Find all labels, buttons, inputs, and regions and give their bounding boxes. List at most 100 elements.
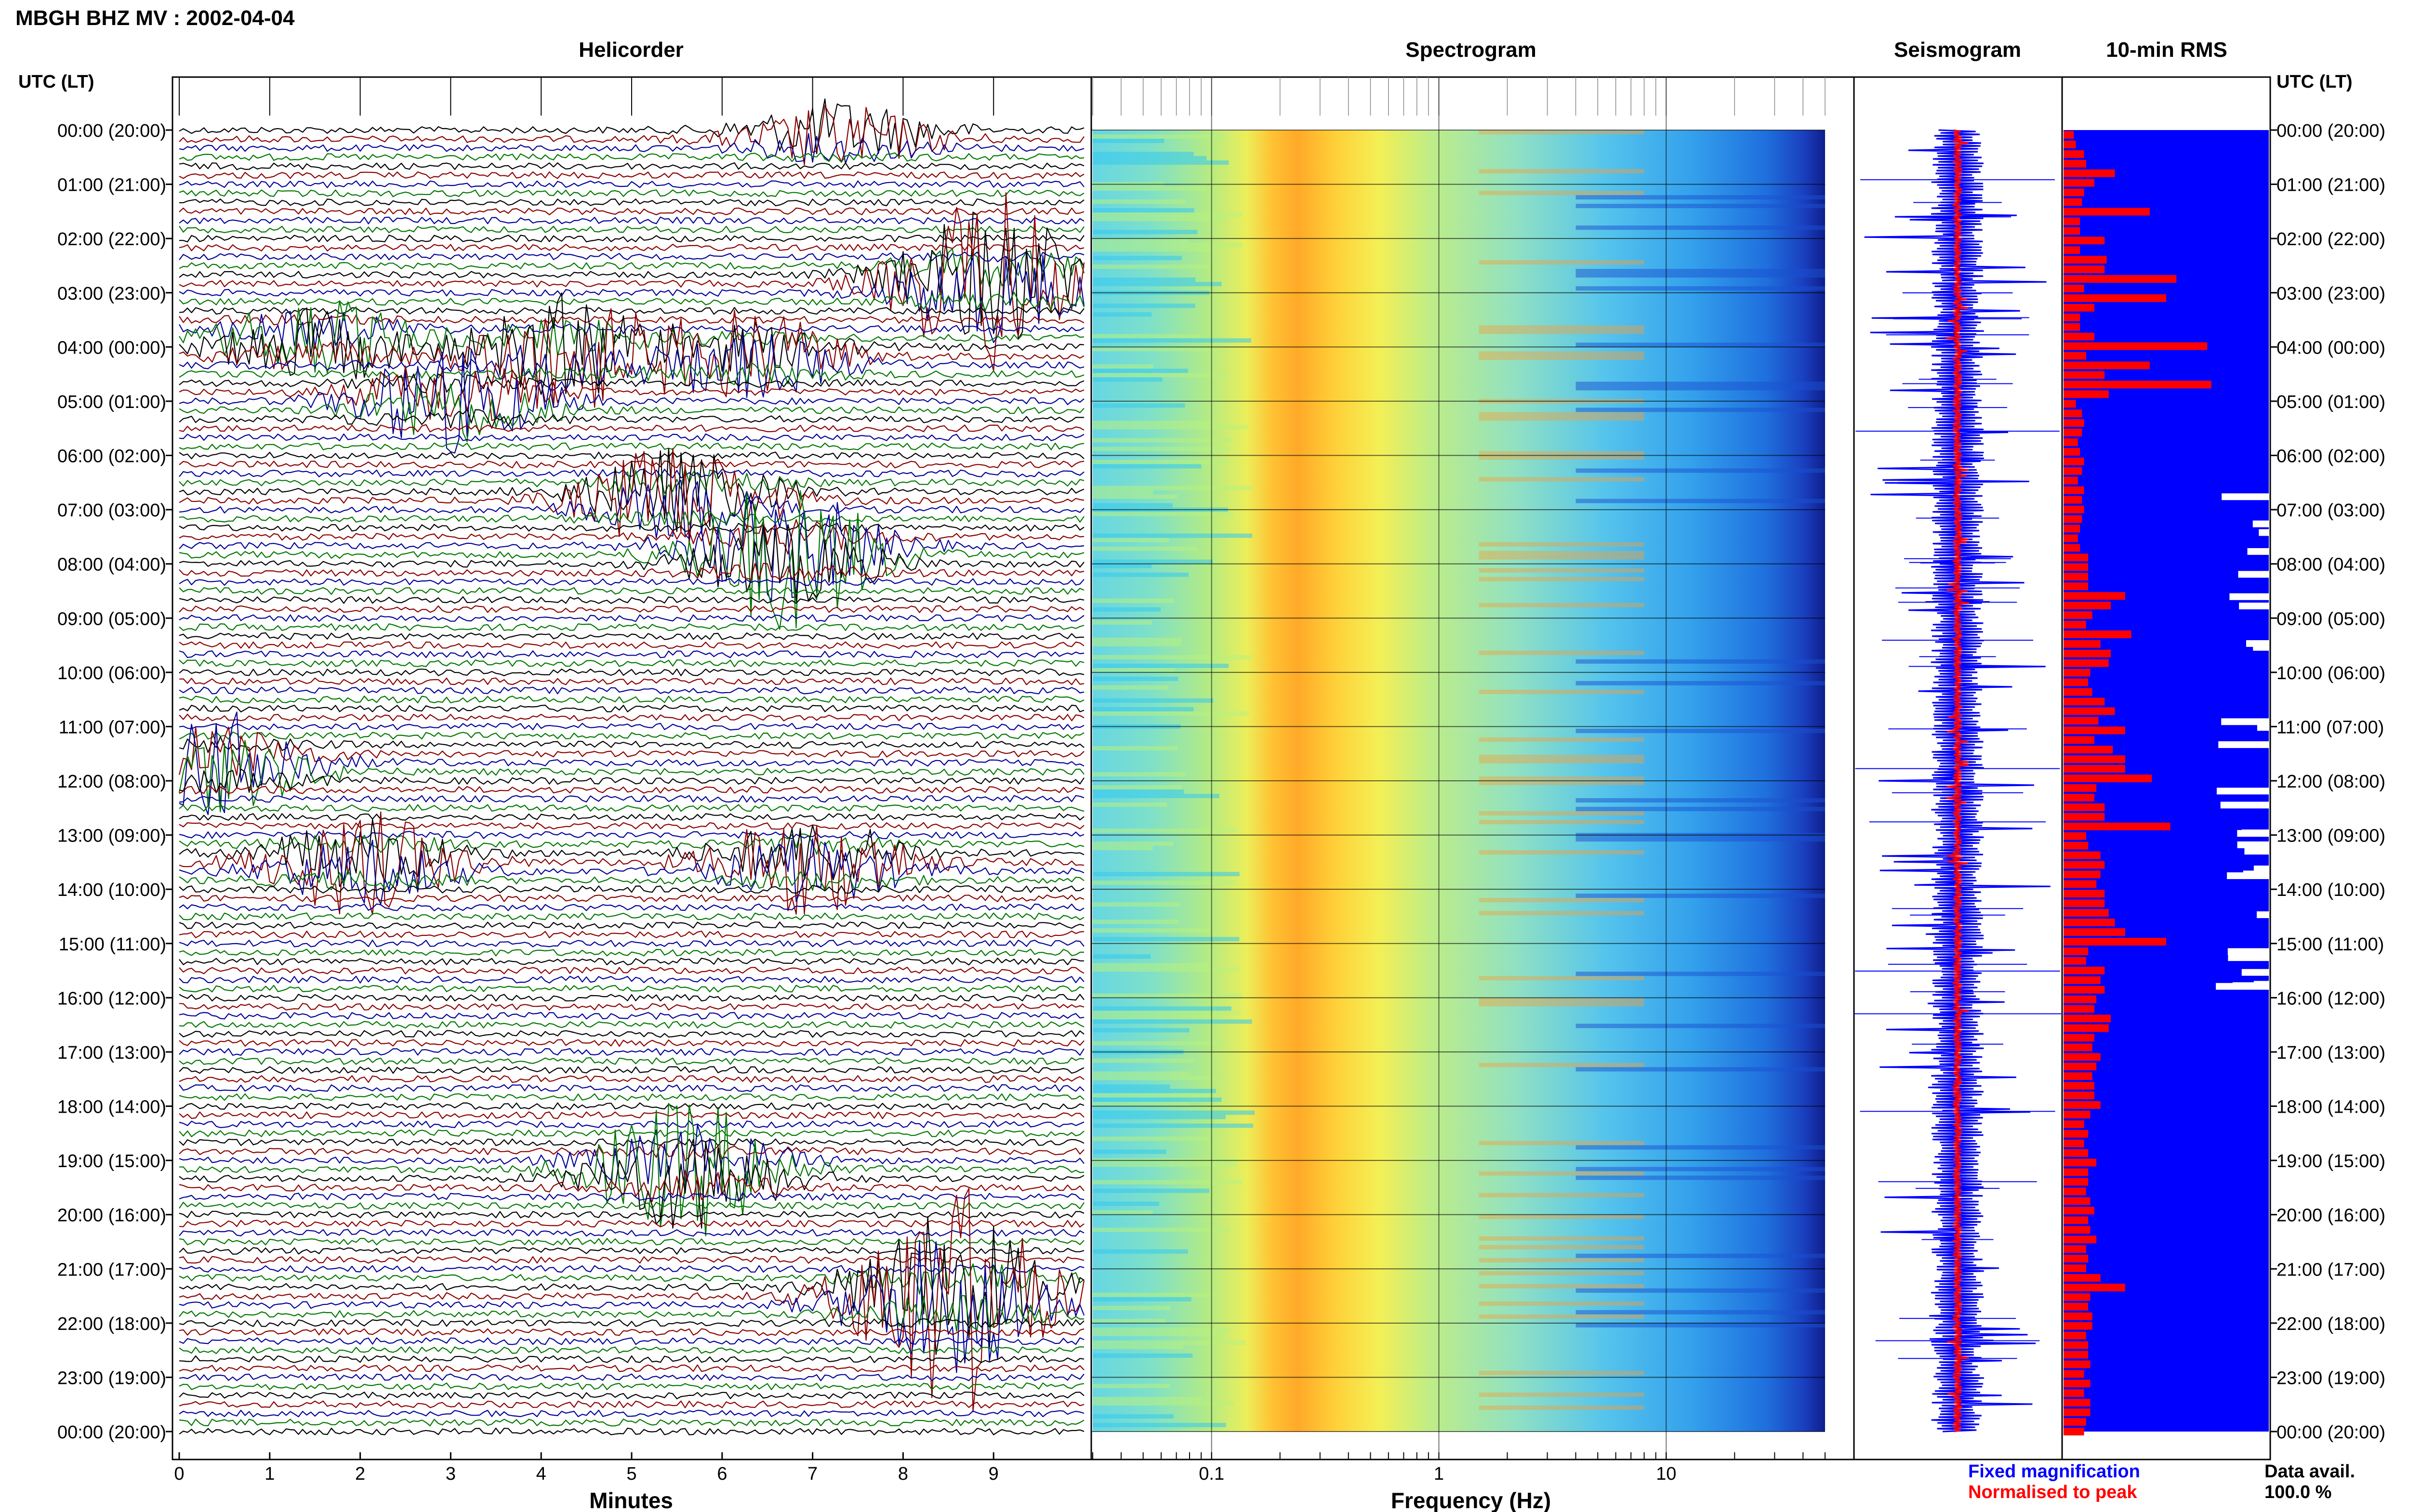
time-label-right: 07:00 (03:00)	[2277, 500, 2385, 521]
helicorder-trace-line	[179, 490, 1085, 630]
time-label-right: 22:00 (18:00)	[2277, 1314, 2385, 1334]
spectrogram-row-band	[1575, 1310, 1825, 1315]
rms-bar	[2064, 217, 2080, 225]
time-label-right: 18:00 (14:00)	[2277, 1097, 2385, 1118]
rms-gap	[2259, 529, 2269, 536]
helicorder-trace-line	[179, 152, 1085, 163]
seismogram-normalised-trace	[1946, 129, 1970, 1433]
spectrogram-row-band	[1093, 711, 1249, 716]
rms-bar	[2064, 1389, 2084, 1397]
spectrogram-row-band	[1093, 963, 1208, 968]
rms-bar	[2064, 995, 2097, 1003]
time-label-left: 14:00 (10:00)	[57, 880, 166, 900]
spectrogram-row-band	[1479, 976, 1644, 981]
helicorder-trace-line	[179, 994, 1085, 1002]
spectrogram-row-band	[1093, 620, 1152, 625]
time-label-left: 22:00 (18:00)	[57, 1314, 166, 1334]
spectrogram-row-band	[1093, 642, 1181, 646]
helicorder-trace-line	[179, 510, 1085, 526]
rms-bar	[2064, 534, 2078, 542]
spectrogram-row-band	[1093, 676, 1178, 681]
rms-gap	[2238, 571, 2269, 578]
helicorder-trace-line	[179, 300, 1085, 374]
rms-bar	[2064, 870, 2101, 879]
spectrogram-row-band	[1093, 785, 1182, 790]
spectrogram-row-band	[1479, 412, 1644, 417]
spectrogram-row-band	[1093, 1331, 1225, 1336]
rms-bar	[2064, 919, 2115, 927]
helicorder-trace-line	[179, 1382, 1085, 1391]
rms-bar	[2064, 227, 2080, 235]
helicorder-trace-line	[179, 198, 1085, 207]
helicorder-trace-line	[179, 912, 1085, 920]
rms-bar	[2064, 803, 2105, 811]
time-label-right: 10:00 (06:00)	[2277, 663, 2385, 684]
rms-gap	[2218, 741, 2269, 748]
helicorder-trace-line	[179, 1240, 1085, 1373]
spectrogram-row-band	[1093, 256, 1182, 261]
spectrogram-row-band	[1575, 1067, 1825, 1072]
spectrogram-row-band	[1093, 902, 1179, 907]
seismogram-panel	[1853, 76, 2063, 1460]
helicorder-trace-line	[179, 958, 1084, 966]
helicorder-trace-line	[178, 726, 1085, 776]
rms-bar	[2064, 150, 2084, 158]
rms-bar	[2064, 1331, 2086, 1340]
spectrogram-row-band	[1093, 152, 1194, 157]
spectrogram-row-band	[1093, 247, 1212, 252]
spectrogram-row-band	[1093, 794, 1219, 799]
rms-bar	[2064, 496, 2082, 504]
time-label-right: 16:00 (12:00)	[2277, 988, 2385, 1009]
helicorder-trace-line	[179, 1048, 1085, 1056]
spectrogram-row-band	[1093, 1327, 1229, 1332]
spectrogram-row-band	[1093, 377, 1163, 382]
spectrogram-row-band	[1479, 1193, 1644, 1197]
spectrogram-row-band	[1093, 1305, 1171, 1310]
rms-bar	[2064, 1082, 2094, 1090]
rms-bar	[2064, 131, 2074, 139]
rms-bar	[2064, 697, 2105, 706]
helicorder-trace-line	[179, 1229, 1085, 1237]
spectrogram-row-band	[1093, 967, 1239, 972]
rms-bar	[2064, 640, 2101, 648]
helicorder-trace-line	[179, 306, 1085, 315]
spectrogram-row-band	[1093, 1019, 1252, 1024]
rms-bar	[2064, 1322, 2092, 1330]
rms-bar	[2064, 822, 2171, 830]
rms-bar	[2064, 1072, 2092, 1080]
helicorder-trace-line	[179, 207, 1085, 215]
spectrogram-row-band	[1093, 347, 1217, 352]
rms-bar	[2064, 1024, 2109, 1032]
rms-bar	[2064, 313, 2080, 321]
spectrogram-row-band	[1093, 598, 1175, 603]
rms-bar	[2064, 813, 2105, 821]
rms-bar	[2064, 275, 2177, 283]
spectrogram-row-band	[1093, 546, 1198, 551]
spectrogram-row-band	[1575, 1145, 1825, 1150]
rms-bar	[2064, 688, 2092, 696]
spectrogram-row-band	[1093, 1297, 1191, 1302]
time-label-left: 21:00 (17:00)	[57, 1260, 166, 1280]
rms-bar	[2064, 1399, 2091, 1407]
spectrogram-row-band	[1093, 1123, 1253, 1128]
helicorder-trace-line	[179, 1103, 1085, 1236]
rms-bar	[2064, 678, 2089, 686]
spectrogram-row-band	[1479, 1245, 1644, 1249]
helicorder-trace-line	[179, 1170, 1085, 1202]
spectrogram-row-band	[1479, 1141, 1644, 1145]
rms-bar	[2064, 1043, 2092, 1052]
helicorder-trace-line	[179, 713, 1085, 722]
spectrogram-row-band	[1093, 607, 1161, 612]
helicorder-trace-line	[179, 1427, 1085, 1435]
helicorder-trace-line	[179, 235, 1085, 243]
spectrogram-row-band	[1575, 807, 1825, 812]
rms-bar	[2064, 986, 2105, 994]
rms-bar	[2064, 1245, 2086, 1253]
helicorder-trace-line	[179, 308, 1085, 409]
spectrogram-row-band	[1093, 460, 1227, 464]
rms-bar	[2064, 592, 2125, 600]
helicorder-trace-line	[179, 885, 1085, 894]
rms-bar	[2064, 1236, 2097, 1244]
helicorder-trace-line	[179, 497, 1085, 601]
